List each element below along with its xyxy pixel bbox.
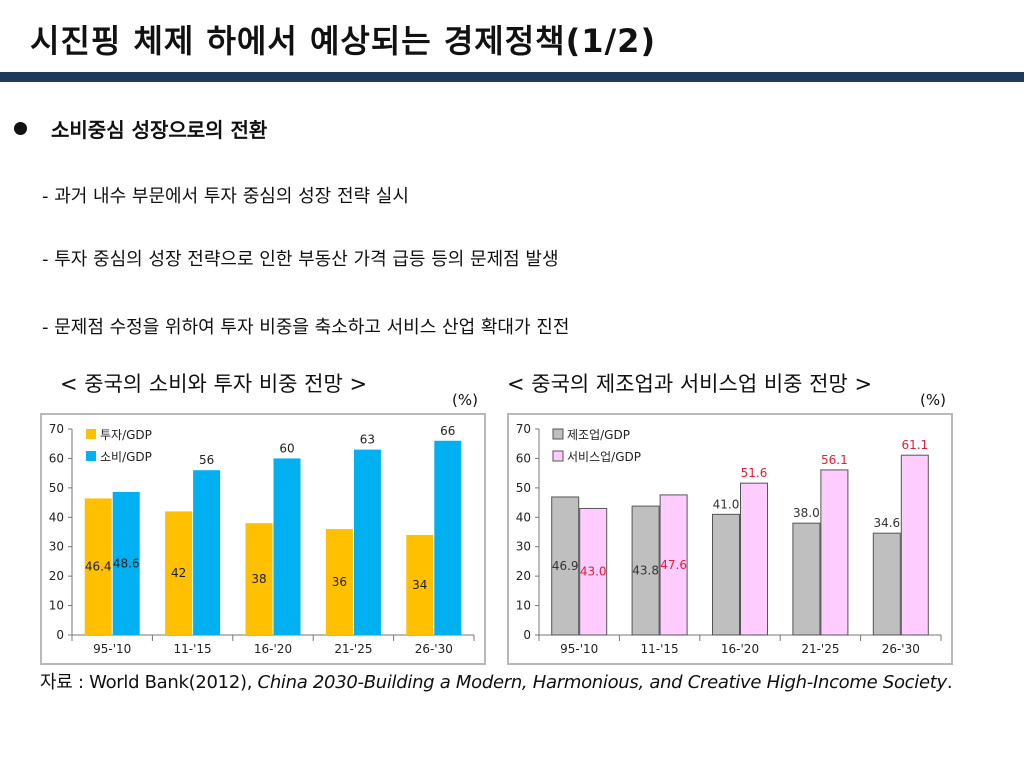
chart1-data-label-series1-0: 46.4 (85, 560, 112, 574)
chart2-bar-series2-4 (900, 454, 929, 636)
chart2-bar-series2-1 (659, 494, 688, 636)
chart1-data-label-series1-1: 42 (171, 566, 186, 580)
chart1-frame: 0 10 20 30 40 50 60 70 95-'10 11-'15 16-'20 21-'25 2… (40, 413, 486, 665)
chart2-bar-series1-0 (551, 496, 580, 636)
chart1-data-label-series1-3: 36 (332, 575, 347, 589)
chart2-y-tick-label: 30 (516, 540, 531, 554)
chart1-bar-series2-4 (434, 440, 462, 635)
chart2-x-tick-label: 16-'20 (721, 642, 759, 656)
chart2-y-tick-label: 40 (516, 510, 531, 524)
chart2-data-label-series2-1: 47.6 (660, 558, 687, 572)
chart1-y-tick-label: 30 (49, 540, 64, 554)
chart1-data-label-series2-2: 60 (279, 441, 294, 455)
chart1-y-tick-label: 70 (49, 422, 64, 436)
chart2-data-label-series2-4: 61.1 (901, 438, 928, 452)
chart1-bar-series2-0 (112, 491, 140, 635)
chart1-legend-swatch-2 (86, 451, 96, 461)
chart1-unit: (%) (452, 391, 478, 409)
chart1-title: < 중국의 소비와 투자 비중 전망 > (60, 372, 368, 396)
chart1-bar-series2-2 (273, 458, 301, 635)
chart2-y-tick-label: 60 (516, 451, 531, 465)
chart1-bar-series1-3 (325, 529, 353, 635)
chart1-bar-series1-0 (84, 498, 112, 635)
chart2-legend-swatch-2 (552, 450, 564, 462)
bullet-dot-icon (14, 122, 27, 135)
chart2-bar-series2-3 (820, 469, 849, 636)
main-bullet-text: 소비중심 성장으로의 전환 (51, 118, 268, 142)
chart2-frame: 0 10 20 30 40 50 60 70 95-'10 11-'15 16-'20 21-'25 2… (507, 413, 953, 665)
chart1-data-label-series2-3: 63 (360, 433, 375, 447)
chart1-y-tick-label: 50 (49, 481, 64, 495)
source-title: China 2030-Building a Modern, Harmonious… (257, 672, 948, 693)
slide-title: 시진핑 체제 하에서 예상되는 경제정책(1/2) (30, 22, 657, 60)
chart2-y-tick-label: 70 (516, 422, 531, 436)
source-note: 자료 : World Bank(2012), China 2030-Buildi… (40, 668, 953, 694)
chart1-x-tick-label: 16-'20 (254, 642, 292, 656)
source-prefix: 자료 : World Bank(2012), (40, 672, 258, 693)
chart1-x-tick-label: 95-'10 (93, 642, 131, 656)
chart2-data-label-series2-0: 43.0 (580, 565, 607, 579)
chart2-bar-series1-2 (712, 513, 740, 636)
chart2-data-label-series1-1: 43.8 (632, 564, 659, 578)
chart1-y-tick-label: 0 (56, 628, 64, 642)
chart1-data-label-series1-2: 38 (251, 572, 266, 586)
chart2-y-tick-label: 20 (516, 569, 531, 583)
chart1-data-label-series1-4: 34 (412, 578, 427, 592)
chart2-bar-series2-2 (740, 482, 768, 636)
chart2-y-tick-label: 50 (516, 481, 531, 495)
chart2-legend-label-1: 제조업/GDP (567, 428, 630, 442)
chart2-y-tick-label: 0 (523, 628, 531, 642)
chart2-data-label-series2-2: 51.6 (741, 466, 768, 480)
chart1-x-tick-label: 11-'15 (174, 642, 212, 656)
chart1-bar-series2-3 (353, 449, 381, 635)
chart1-bar-series2-1 (193, 470, 221, 635)
chart1-bar-series1-1 (165, 511, 193, 635)
chart2-y-tick-label: 10 (516, 599, 531, 613)
chart2-bar-series1-3 (792, 522, 821, 636)
source-suffix: . (946, 672, 953, 693)
chart1-svg: 0 10 20 30 40 50 60 70 95-'10 11-'15 16-'20 21-'25 2… (49, 422, 475, 656)
subpoint-2: - 투자 중심의 성장 전략으로 인한 부동산 가격 급등 등의 문제점 발생 (42, 249, 559, 270)
chart1-legend-swatch-1 (86, 429, 96, 439)
chart2-legend-swatch-1 (552, 428, 564, 440)
chart2-data-label-series1-3: 38.0 (793, 506, 820, 520)
chart1-y-tick-label: 20 (49, 569, 64, 583)
chart1-bar-series1-2 (245, 523, 273, 635)
chart2-x-tick-label: 21-'25 (801, 642, 839, 656)
subpoint-1: - 과거 내수 부문에서 투자 중심의 성장 전략 실시 (42, 186, 409, 207)
chart1-data-label-series2-4: 66 (440, 424, 455, 438)
chart2-data-label-series2-3: 56.1 (821, 453, 848, 467)
chart1-legend-label-2: 소비/GDP (100, 450, 152, 464)
chart1-bar-series1-4 (406, 534, 434, 635)
chart2-bar-series2-0 (579, 507, 608, 636)
chart1-x-tick-label: 26-'30 (415, 642, 453, 656)
chart2-data-label-series1-0: 46.9 (552, 559, 579, 573)
chart2-bar-series1-1 (631, 505, 660, 636)
chart1-y-tick-label: 10 (49, 599, 64, 613)
title-underline-bar (0, 72, 1024, 82)
chart1-legend-label-1: 투자/GDP (100, 428, 152, 442)
chart2-data-label-series1-4: 34.6 (873, 516, 900, 530)
chart1-x-tick-label: 21-'25 (334, 642, 372, 656)
chart1-y-tick-label: 60 (49, 451, 64, 465)
chart1-data-label-series2-0: 48.6 (113, 556, 140, 570)
chart1-y-tick-label: 40 (49, 510, 64, 524)
chart1-data-label-series2-1: 56 (199, 453, 214, 467)
chart2-legend-label-2: 서비스업/GDP (567, 450, 641, 464)
chart2-data-label-series1-2: 41.0 (713, 497, 740, 511)
chart2-x-tick-label: 11-'15 (641, 642, 679, 656)
chart2-svg: 0 10 20 30 40 50 60 70 95-'10 11-'15 16-'20 21-'25 2… (516, 422, 942, 656)
chart2-x-tick-label: 95-'10 (560, 642, 598, 656)
chart2-bar-series1-4 (872, 532, 901, 636)
subpoint-3: - 문제점 수정을 위하여 투자 비중을 축소하고 서비스 산업 확대가 진전 (42, 317, 570, 338)
main-bullet: 소비중심 성장으로의 전환 (14, 114, 267, 143)
chart2-unit: (%) (920, 391, 946, 409)
chart2-title: < 중국의 제조업과 서비스업 비중 전망 > (507, 372, 873, 396)
chart2-x-tick-label: 26-'30 (882, 642, 920, 656)
